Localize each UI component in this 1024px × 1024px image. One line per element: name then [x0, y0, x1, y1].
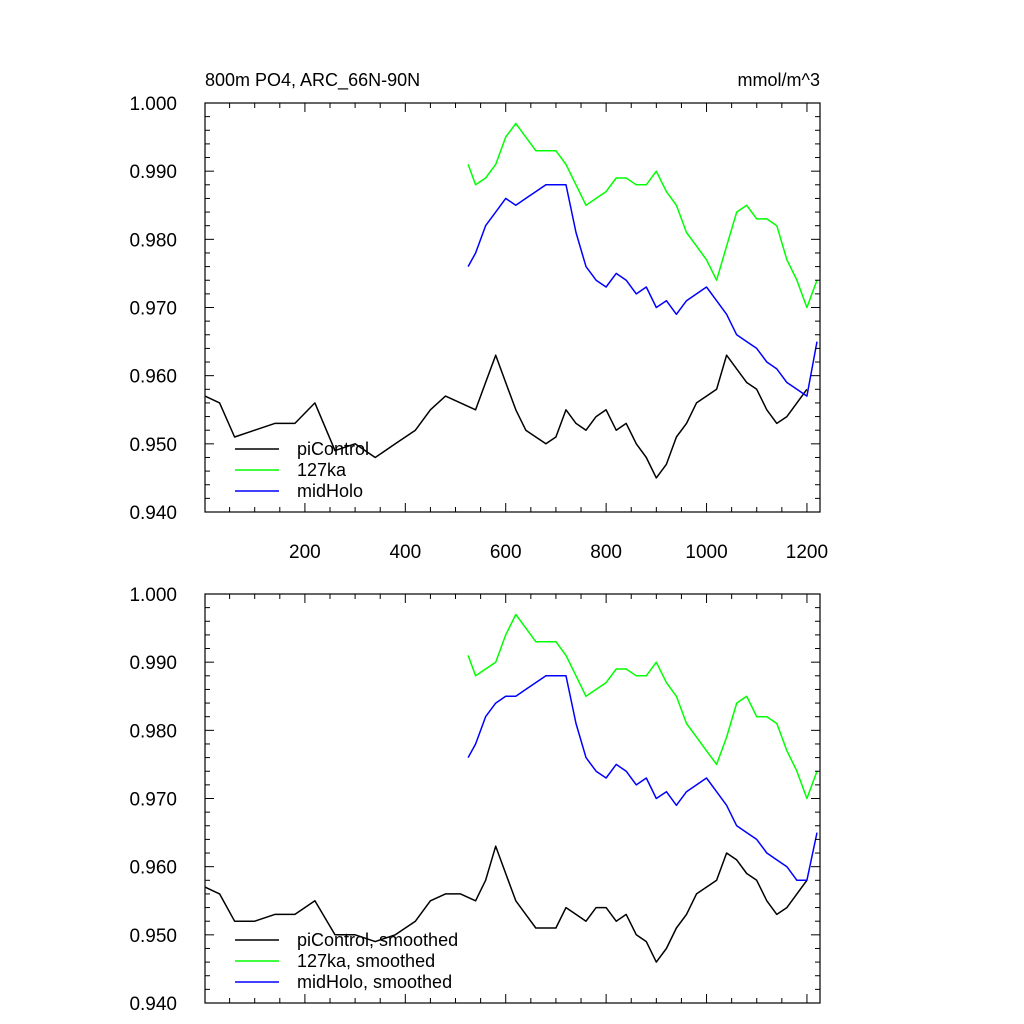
plot-frame: [204, 593, 821, 1004]
y-tick-label: 0.940: [129, 503, 177, 524]
chart-title: 800m PO4, ARC_66N-90N: [205, 70, 420, 91]
legend-label: 127ka: [297, 460, 347, 480]
legend-label: piControl, smoothed: [297, 930, 458, 950]
y-tick-label: 0.950: [129, 926, 177, 947]
legend-label: midHolo: [297, 481, 363, 501]
legend-label: piControl: [297, 439, 369, 459]
x-tick-label: 1200: [786, 542, 828, 563]
y-tick-label: 0.990: [129, 162, 177, 183]
y-tick-label: 0.970: [129, 790, 177, 811]
x-tick-label: 600: [490, 542, 522, 563]
y-tick-labels: 0.940 0.950 0.960 0.970 0.980 0.990 1.000: [129, 585, 177, 1015]
series-line-0: [204, 354, 808, 479]
plot-series: [204, 613, 818, 963]
y-tick-label: 0.940: [129, 994, 177, 1015]
series-line-2: [467, 675, 818, 882]
x-tick-labels: 200 400 600 800 1000 1200: [289, 542, 828, 563]
top-panel: 800m PO4, ARC_66N-90N mmol/m^3 0.940 0.95…: [129, 70, 828, 563]
series-line-2: [467, 184, 818, 397]
x-tick-label: 1000: [685, 542, 727, 563]
y-tick-label: 0.990: [129, 653, 177, 674]
y-tick-label: 0.960: [129, 858, 177, 879]
bottom-panel: 0.940 0.950 0.960 0.970 0.980 0.990 1.000 piCo…: [129, 585, 821, 1015]
plot-frame: [204, 102, 821, 513]
axis-ticks: [205, 593, 820, 1004]
y-tick-label: 0.980: [129, 230, 177, 251]
series-line-1: [467, 122, 818, 309]
series-line-1: [467, 613, 818, 800]
y-tick-label: 1.000: [129, 585, 177, 606]
series-line-0: [204, 845, 808, 963]
x-tick-label: 200: [289, 542, 321, 563]
y-tick-label: 0.960: [129, 367, 177, 388]
x-tick-label: 800: [590, 542, 622, 563]
plot-series: [204, 122, 818, 479]
y-tick-labels: 0.940 0.950 0.960 0.970 0.980 0.990 1.000: [129, 94, 177, 524]
x-tick-label: 400: [389, 542, 421, 563]
y-tick-label: 1.000: [129, 94, 177, 115]
y-tick-label: 0.970: [129, 299, 177, 320]
legend-label: 127ka, smoothed: [297, 951, 435, 971]
y-tick-label: 0.980: [129, 721, 177, 742]
y-tick-label: 0.950: [129, 435, 177, 456]
chart-units: mmol/m^3: [738, 70, 820, 90]
legend-label: midHolo, smoothed: [297, 972, 452, 992]
